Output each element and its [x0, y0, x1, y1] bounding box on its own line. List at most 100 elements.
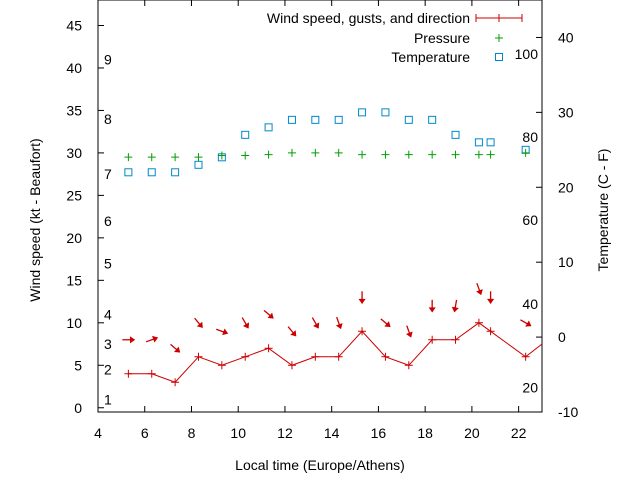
wind-direction-arrow [215, 328, 229, 336]
temperature-point [171, 168, 180, 177]
wind-direction-arrow [145, 335, 159, 343]
pressure-point [404, 150, 413, 159]
wind-arrow-head [196, 321, 203, 328]
wind-arrow-head [358, 298, 366, 304]
wind-speed-point [358, 327, 367, 336]
y2-axis-title: Temperature (C - F) [595, 149, 611, 272]
y-tick-label: 40 [66, 60, 82, 76]
x-tick-label: 12 [277, 425, 293, 441]
y-axis-ticks: 0 5 10 15 20 25 30 35 40 45 [66, 17, 104, 416]
x-tick-label: 18 [417, 425, 433, 441]
pressure-point [217, 151, 226, 160]
temperature-point [474, 138, 483, 147]
legend-label: Wind speed, gusts, and direction [267, 10, 470, 26]
y-tick-label: 25 [66, 187, 82, 203]
x-tick-label: 6 [141, 425, 149, 441]
temperature-point [334, 115, 343, 124]
plot-border [97, 0, 543, 413]
beaufort-label: 4 [104, 306, 112, 322]
wind-speed-point [474, 318, 483, 327]
temperature-point [147, 168, 156, 177]
wind-speed-point [217, 361, 226, 370]
y2-tick-label: 20 [558, 179, 574, 195]
pressure-point [264, 150, 273, 159]
wind-direction-arrow [122, 336, 136, 344]
legend-temperature-sample [495, 53, 503, 61]
y2-tick-label: 30 [558, 104, 574, 120]
wind-direction-arrow [520, 319, 532, 327]
wind-arrow-head [267, 312, 274, 319]
y-tick-label: 10 [66, 315, 82, 331]
beaufort-label: 3 [104, 336, 112, 352]
legend-label: Temperature [391, 49, 470, 65]
x-tick-label: 20 [464, 425, 480, 441]
temperature-point [404, 115, 413, 124]
fahrenheit-label: 80 [522, 129, 538, 145]
wind-arrow-head [335, 323, 343, 330]
temperature-point [264, 123, 273, 132]
wind-speed-point [241, 352, 250, 361]
x-tick-label: 16 [371, 425, 387, 441]
wind-direction-arrow [358, 291, 366, 304]
temperature-point [451, 130, 460, 139]
wind-direction-arrow [311, 317, 320, 329]
pressure-point [486, 150, 495, 159]
temperature-point [241, 130, 250, 139]
wind-arrow-head [405, 331, 413, 338]
y-tick-label: 15 [66, 272, 82, 288]
pressure-point [124, 153, 133, 162]
x-tick-label: 8 [188, 425, 196, 441]
pressure-point [381, 150, 390, 159]
wind-arrow-head [525, 320, 532, 327]
wind-direction-arrow [263, 309, 274, 319]
wind-direction-arrow [428, 299, 436, 313]
wind-speed-point [171, 378, 180, 387]
wind-speed-point [486, 327, 495, 336]
wind-direction-arrow [405, 325, 413, 338]
beaufort-label: 6 [104, 213, 112, 229]
x-tick-label: 10 [230, 425, 246, 441]
temperature-point [311, 115, 320, 124]
fahrenheit-label: 60 [522, 212, 538, 228]
legend-pressure-sample [495, 34, 503, 42]
pressure-point [287, 148, 296, 157]
wind-direction-arrow [170, 343, 181, 353]
wind-arrow-head [152, 335, 159, 343]
fahrenheit-label: 20 [522, 379, 538, 395]
y2-axis-ticks: -10 0 10 20 30 40 [536, 29, 578, 420]
wind-direction-arrow [451, 299, 459, 313]
wind-speed-point [334, 352, 343, 361]
wind-direction-arrow [194, 317, 203, 328]
pressure-point [334, 148, 343, 157]
wind-arrow-head [290, 330, 297, 337]
wind-arrow-head [313, 322, 320, 329]
beaufort-label: 9 [104, 51, 112, 67]
series-layer [122, 108, 543, 387]
wind-speed-point [264, 344, 273, 353]
wind-direction-arrow [487, 291, 495, 304]
temperature-point [428, 115, 437, 124]
y-tick-label: 35 [66, 102, 82, 118]
plot-frame [97, 0, 543, 413]
temperature-point [194, 160, 203, 169]
y2-tick-label: 10 [558, 254, 574, 270]
fahrenheit-label: 100 [515, 46, 539, 62]
beaufort-label: 5 [104, 255, 112, 271]
wind-speed-point [428, 335, 437, 344]
x-axis-ticks: 4 6 8 10 12 14 16 18 20 22 [94, 0, 527, 441]
legend: Wind speed, gusts, and direction Pressure… [267, 10, 523, 65]
wind-arrow-head [476, 289, 483, 296]
wind-arrow-head [129, 336, 136, 344]
wind-arrow-head [487, 298, 495, 304]
pressure-point [194, 153, 203, 162]
wind-arrow-head [242, 322, 250, 329]
pressure-point [521, 148, 530, 157]
y-axis-title: Wind speed (kt - Beaufort) [27, 138, 43, 301]
y-tick-label: 20 [66, 230, 82, 246]
fahrenheit-label: 40 [522, 296, 538, 312]
beaufort-label: 1 [104, 391, 112, 407]
beaufort-labels: 1 2 3 4 5 6 7 8 9 [104, 51, 112, 407]
fahrenheit-labels: 20 40 60 80 100 [515, 46, 539, 395]
wind-direction-arrow [287, 326, 297, 337]
